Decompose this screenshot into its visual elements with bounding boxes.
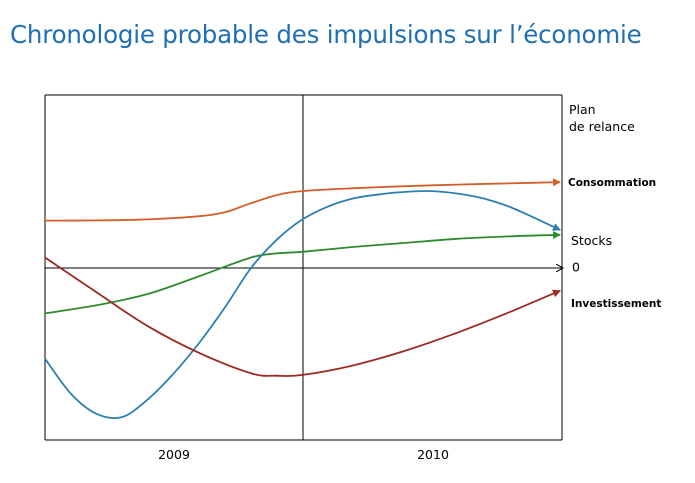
chart-title: Chronologie probable des impulsions sur … [10,20,642,49]
series-line-plan-de-relance [44,178,561,222]
series-label-stocks: Stocks [571,233,612,248]
series-label-investissement: Investissement [571,298,661,310]
x-tick-label-2009: 2009 [158,447,190,462]
series-layer [44,178,561,420]
series-label-consommation: Consommation [568,177,656,189]
plot-frame [44,94,562,441]
series-label-plan-line-2: de relance [569,119,635,134]
series-line-stocks [44,190,561,420]
series-label-plan-line-1: Plan [569,102,596,117]
series-line-investissement [44,256,561,377]
series-label-plan-de-relance: Plan de relance [569,102,635,134]
series-line-consommation [44,231,561,315]
x-tick-label-2010: 2010 [417,447,449,462]
zero-label: 0 [572,260,580,275]
